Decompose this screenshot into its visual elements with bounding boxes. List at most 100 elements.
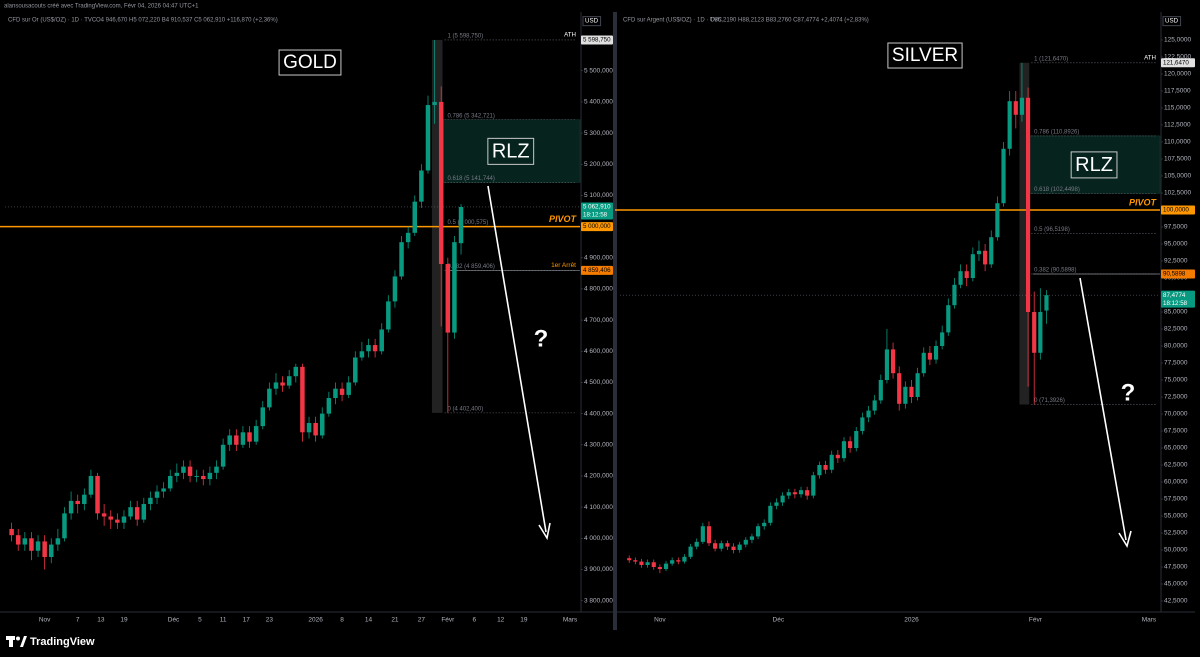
candle-body xyxy=(121,516,127,523)
y-tick-label: 77,5000 xyxy=(1164,360,1188,367)
chart-title: SILVER xyxy=(892,45,958,66)
candle-body xyxy=(890,349,896,374)
currency: USD xyxy=(585,18,599,25)
ath-price-tag-bg xyxy=(581,35,613,45)
x-tick-label: Févr xyxy=(1029,617,1043,624)
candle-body xyxy=(207,472,213,480)
x-tick-label: 23 xyxy=(266,617,274,624)
y-tick-label: 82,5000 xyxy=(1164,326,1188,333)
chart-title: GOLD xyxy=(283,52,337,73)
candle-body xyxy=(445,263,451,333)
candle-body xyxy=(1019,97,1025,115)
logo-part xyxy=(20,636,27,647)
y-tick-label: 45,0000 xyxy=(1164,581,1188,588)
candle-body xyxy=(234,435,239,445)
y-tick-label: 5 200,000 xyxy=(584,161,613,168)
candle-body xyxy=(627,558,632,561)
candle-body xyxy=(780,495,785,503)
stop-price-tag: 90,5898 xyxy=(1163,271,1186,278)
candle-body xyxy=(247,432,252,442)
countdown: 18:12:58 xyxy=(1163,300,1188,307)
x-tick-label: Nov xyxy=(39,617,51,624)
candle-body xyxy=(181,466,186,473)
y-tick-label: 5 400,000 xyxy=(584,99,613,106)
candle-body xyxy=(639,561,644,565)
y-tick-label: 117,5000 xyxy=(1164,88,1191,95)
x-tick-label: Mars xyxy=(1142,617,1157,624)
y-tick-label: 95,0000 xyxy=(1164,241,1188,248)
x-tick-label: Mars xyxy=(563,617,578,624)
y-tick-label: 3 800,000 xyxy=(584,597,613,604)
fib-label: 0.618 (5 141,744) xyxy=(448,176,495,182)
candle-body xyxy=(399,242,404,277)
y-tick-label: 4 000,000 xyxy=(584,535,613,542)
ath-label: ATH xyxy=(564,32,576,39)
ath-label: ATH xyxy=(1144,54,1156,61)
candle-body xyxy=(240,432,246,445)
candle-body xyxy=(811,475,816,496)
last-price-bg xyxy=(581,202,613,220)
candle-body xyxy=(438,101,444,264)
candle-body xyxy=(719,543,724,549)
ohlc-header: O4 946,670 H5 072,220 B4 910,537 C5 062,… xyxy=(96,18,278,24)
fib-label: 0.5 (96,5198) xyxy=(1034,227,1070,233)
pivot-price-tag: 5 000,000 xyxy=(583,223,611,230)
candle-body xyxy=(95,475,100,514)
last-price-tag: 87,4774 xyxy=(1163,292,1186,299)
candle-body xyxy=(841,441,847,459)
currency: USD xyxy=(1165,18,1179,25)
panel-divider xyxy=(613,12,617,630)
y-tick-label: 55,0000 xyxy=(1164,513,1188,520)
candle-body xyxy=(897,373,902,404)
title-box xyxy=(278,49,342,76)
candle-body xyxy=(253,426,259,442)
candle-body xyxy=(725,543,730,547)
y-tick-label: 67,5000 xyxy=(1164,428,1188,435)
y-tick-label: 4 300,000 xyxy=(584,442,613,449)
rlz-label: RLZ xyxy=(1075,154,1113,176)
candle-body xyxy=(42,541,47,558)
candle-body xyxy=(458,206,464,244)
candle-body xyxy=(1038,312,1043,353)
candle-body xyxy=(866,410,871,418)
candle-body xyxy=(958,271,963,285)
candle-body xyxy=(267,388,272,408)
price-axis xyxy=(581,12,613,610)
title-box xyxy=(887,42,963,69)
stop-price-tag-bg xyxy=(1161,269,1195,279)
arrow-head xyxy=(538,522,551,541)
y-tick-label: 5 100,000 xyxy=(584,192,613,199)
arrow xyxy=(487,185,547,533)
candle-body xyxy=(700,526,705,542)
candle-body xyxy=(412,201,418,233)
y-tick-label: 80,0000 xyxy=(1164,343,1188,350)
candle-body xyxy=(167,475,173,489)
candle-body xyxy=(62,513,67,539)
candle-body xyxy=(964,271,969,278)
candle-body xyxy=(774,502,779,506)
candle-body xyxy=(115,519,120,523)
y-tick-label: 112,5000 xyxy=(1164,122,1191,129)
candle-body xyxy=(657,567,662,570)
candle-body xyxy=(187,466,193,476)
candle-body xyxy=(878,380,883,401)
candle-body xyxy=(952,284,957,306)
x-tick-label: Déc xyxy=(773,617,785,624)
x-tick-label: 5 xyxy=(198,617,202,624)
candle-body xyxy=(273,382,279,389)
candle-body xyxy=(339,388,345,395)
candle-body xyxy=(682,556,687,562)
pivot-price-tag: 100,0000 xyxy=(1163,207,1189,214)
pivot-label: PIVOT xyxy=(549,214,578,224)
x-tick-label: 14 xyxy=(365,617,373,624)
candle-body xyxy=(35,541,41,551)
candle-body xyxy=(15,535,21,545)
x-tick-label: 21 xyxy=(391,617,399,624)
candle-body xyxy=(22,538,28,545)
y-tick-label: 5 300,000 xyxy=(584,130,613,137)
fib-label: 1 (121,6470) xyxy=(1034,56,1068,62)
candle-body xyxy=(452,242,457,333)
y-tick-label: 65,0000 xyxy=(1164,445,1188,452)
candle-body xyxy=(645,562,650,565)
